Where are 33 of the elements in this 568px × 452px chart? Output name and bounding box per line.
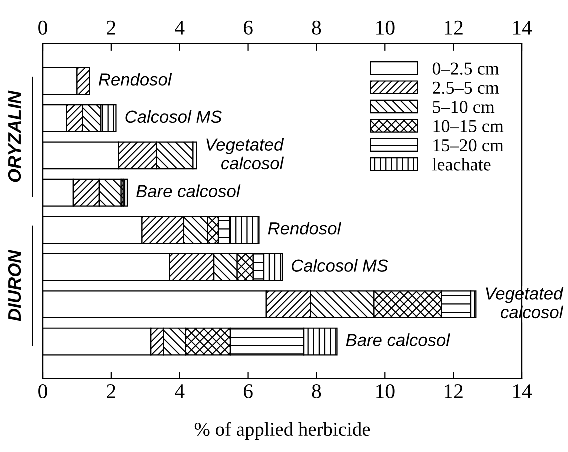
legend-label: 5–10 cm bbox=[433, 101, 495, 114]
text: DIURON bbox=[8, 250, 22, 322]
x2-tick-label: 0 bbox=[38, 20, 48, 35]
x2-tick-label: 2 bbox=[107, 20, 116, 35]
y-tick-label: Calcosol MS bbox=[126, 110, 222, 124]
x-tick-label: 2 bbox=[107, 384, 116, 398]
x-tick-label: 12 bbox=[444, 384, 463, 398]
legend-label: 15–20 cm bbox=[434, 139, 504, 152]
x-tick-label: 6 bbox=[244, 384, 253, 399]
y-tick-label: Vegetated calcosol bbox=[206, 138, 284, 170]
x2-tick-label: 8 bbox=[312, 20, 322, 35]
y-tick-label: Bare calcosol bbox=[346, 334, 450, 346]
x2-tick-label: 6 bbox=[244, 20, 253, 35]
x2-tick-label: 4 bbox=[175, 20, 185, 35]
y-tick-label: Calcosol MS bbox=[292, 259, 388, 272]
x-tick-label: 8 bbox=[312, 384, 322, 399]
x-tick-label: 10 bbox=[376, 384, 395, 399]
y-tick-label: Bare calcosol bbox=[136, 184, 241, 198]
x-tick-label: 14 bbox=[513, 384, 532, 398]
y-tick-label: Rendosol bbox=[98, 73, 172, 86]
x-axis-title: % of applied herbicide bbox=[194, 422, 370, 440]
x-tick-label: 4 bbox=[175, 384, 185, 398]
text: ORYZALIN bbox=[8, 90, 22, 182]
legend-label: 2.5–5 cm bbox=[433, 82, 500, 94]
x2-tick-label: 12 bbox=[444, 20, 463, 35]
legend-label: 10–15 cm bbox=[434, 120, 504, 132]
x-tick-label: 0 bbox=[38, 384, 48, 399]
legend-label: 0–2.5 cm bbox=[432, 62, 500, 75]
legend-label: leachate bbox=[432, 158, 491, 171]
y-tick-label: Rendosol bbox=[268, 222, 342, 235]
x2-tick-label: 10 bbox=[376, 20, 395, 35]
bar bbox=[122, 178, 128, 207]
x2-tick-label: 14 bbox=[513, 20, 532, 35]
